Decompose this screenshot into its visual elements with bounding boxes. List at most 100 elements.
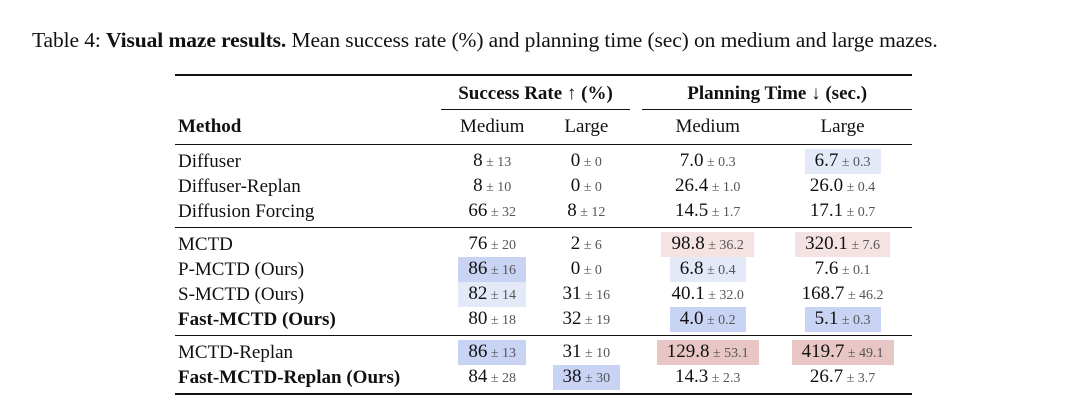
header-sr-large: Large bbox=[564, 116, 609, 137]
mean-value: 8 bbox=[567, 200, 577, 221]
mean-value: 0 bbox=[570, 150, 581, 171]
cell-sr-large: 31 ± 10 bbox=[557, 340, 617, 365]
mean-value: 14.5 bbox=[674, 200, 709, 221]
std-value: ± 16 bbox=[487, 263, 517, 278]
std-value: ± 46.2 bbox=[844, 288, 884, 303]
std-value: ± 10 bbox=[581, 346, 611, 361]
cell-pt-large: 320.1 ± 7.6 bbox=[795, 232, 890, 257]
std-value: ± 10 bbox=[482, 180, 512, 195]
std-value: ± 0.3 bbox=[703, 155, 736, 170]
std-value: ± 20 bbox=[487, 238, 517, 253]
cell-sr-large: 38 ± 30 bbox=[552, 365, 621, 390]
method-name: P-MCTD (Ours) bbox=[178, 259, 305, 280]
std-value: ± 53.1 bbox=[709, 346, 749, 361]
std-value: ± 1.0 bbox=[708, 180, 741, 195]
cell-pt-large: 17.1 ± 0.7 bbox=[804, 199, 881, 224]
table-caption: Table 4: Visual maze results. Mean succe… bbox=[32, 28, 1072, 53]
header-success-rate: Success Rate ↑ (%) bbox=[441, 76, 630, 110]
cell-pt-large: 6.7 ± 0.3 bbox=[804, 149, 881, 174]
std-value: ± 0 bbox=[580, 180, 602, 195]
cell-sr-medium: 84 ± 28 bbox=[462, 365, 522, 390]
cell-pt-medium: 40.1 ± 32.0 bbox=[665, 282, 749, 307]
mean-value: 6.8 bbox=[679, 258, 704, 279]
std-value: ± 19 bbox=[581, 313, 611, 328]
mean-value: 129.8 bbox=[666, 341, 710, 362]
table-row: MCTD 76 ± 20 2 ± 6 98.8 ± 36.2 320.1 ± 7.6 bbox=[175, 228, 912, 257]
std-value: ± 30 bbox=[581, 371, 611, 386]
header-method: Method bbox=[178, 115, 242, 137]
table-row: Diffusion Forcing 66 ± 32 8 ± 12 14.5 ± 1.7… bbox=[175, 199, 912, 228]
cell-pt-large: 26.0 ± 0.4 bbox=[804, 174, 881, 199]
std-value: ± 2.3 bbox=[708, 371, 741, 386]
std-value: ± 0.7 bbox=[843, 205, 876, 220]
caption-prefix: Table 4: bbox=[32, 28, 101, 52]
header-pt-medium: Medium bbox=[675, 116, 740, 137]
cell-pt-large: 168.7 ± 46.2 bbox=[796, 282, 890, 307]
mean-value: 320.1 bbox=[805, 233, 848, 254]
method-name: MCTD bbox=[178, 234, 233, 255]
cell-sr-large: 8 ± 12 bbox=[561, 199, 611, 224]
mean-value: 31 bbox=[562, 283, 582, 304]
mean-value: 26.0 bbox=[809, 175, 844, 196]
cell-sr-large: 0 ± 0 bbox=[565, 149, 608, 174]
method-name: Diffuser-Replan bbox=[178, 176, 301, 197]
mean-value: 8 bbox=[473, 175, 483, 196]
mean-value: 419.7 bbox=[801, 341, 845, 362]
cell-sr-medium: 66 ± 32 bbox=[462, 199, 522, 224]
cell-sr-medium: 8 ± 10 bbox=[467, 174, 517, 199]
mean-value: 38 bbox=[562, 366, 582, 387]
cell-pt-large: 5.1 ± 0.3 bbox=[804, 307, 881, 332]
std-value: ± 13 bbox=[482, 155, 512, 170]
table-row: MCTD-Replan 86 ± 13 31 ± 10 129.8 ± 53.1 419… bbox=[175, 336, 912, 365]
cell-sr-large: 31 ± 16 bbox=[557, 282, 617, 307]
table-row: Diffuser-Replan 8 ± 10 0 ± 0 26.4 ± 1.0 26.0… bbox=[175, 174, 912, 199]
mean-value: 0 bbox=[570, 175, 581, 196]
cell-sr-medium: 86 ± 13 bbox=[458, 340, 527, 365]
cell-pt-medium: 129.8 ± 53.1 bbox=[656, 340, 759, 365]
header-planning-time: Planning Time ↓ (sec.) bbox=[642, 76, 912, 110]
std-value: ± 28 bbox=[487, 371, 517, 386]
cell-pt-medium: 14.3 ± 2.3 bbox=[669, 365, 746, 390]
mean-value: 86 bbox=[468, 258, 488, 279]
std-value: ± 0.3 bbox=[838, 155, 871, 170]
cell-sr-large: 0 ± 0 bbox=[565, 174, 608, 199]
mean-value: 0 bbox=[570, 258, 581, 279]
cell-sr-large: 0 ± 0 bbox=[565, 257, 608, 282]
method-name: MCTD-Replan bbox=[178, 342, 294, 363]
mean-value: 14.3 bbox=[674, 366, 709, 387]
results-table: Success Rate ↑ (%) Planning Time ↓ (sec.… bbox=[175, 74, 912, 395]
std-value: ± 0.1 bbox=[838, 263, 871, 278]
mean-value: 8 bbox=[473, 150, 483, 171]
method-name: S-MCTD (Ours) bbox=[178, 284, 305, 305]
mean-value: 98.8 bbox=[671, 233, 705, 254]
cell-pt-large: 26.7 ± 3.7 bbox=[804, 365, 881, 390]
cell-pt-medium: 26.4 ± 1.0 bbox=[669, 174, 746, 199]
cell-sr-medium: 80 ± 18 bbox=[462, 307, 522, 332]
method-name: Fast-MCTD-Replan (Ours) bbox=[178, 367, 401, 388]
method-name: Fast-MCTD (Ours) bbox=[178, 309, 336, 330]
cell-pt-medium: 14.5 ± 1.7 bbox=[669, 199, 746, 224]
table-row: P-MCTD (Ours) 86 ± 16 0 ± 0 6.8 ± 0.4 7.6 ± … bbox=[175, 257, 912, 282]
std-value: ± 0 bbox=[580, 263, 602, 278]
mean-value: 168.7 bbox=[801, 283, 845, 304]
caption-bold: Visual maze results. bbox=[106, 28, 287, 52]
header-sr-medium: Medium bbox=[460, 116, 525, 137]
mean-value: 40.1 bbox=[671, 283, 705, 304]
cell-pt-medium: 4.0 ± 0.2 bbox=[669, 307, 746, 332]
std-value: ± 0.4 bbox=[843, 180, 876, 195]
mean-value: 80 bbox=[468, 308, 488, 329]
cell-sr-medium: 76 ± 20 bbox=[462, 232, 522, 257]
table-row: Diffuser 8 ± 13 0 ± 0 7.0 ± 0.3 6.7 ± 0.3 bbox=[175, 145, 912, 174]
cell-sr-large: 2 ± 6 bbox=[565, 232, 608, 257]
std-value: ± 6 bbox=[580, 238, 602, 253]
mean-value: 7.0 bbox=[679, 150, 704, 171]
cell-pt-medium: 98.8 ± 36.2 bbox=[661, 232, 754, 257]
mean-value: 6.7 bbox=[814, 150, 839, 171]
cell-pt-large: 419.7 ± 49.1 bbox=[791, 340, 894, 365]
mean-value: 7.6 bbox=[814, 258, 839, 279]
method-name: Diffuser bbox=[178, 151, 241, 172]
cell-sr-medium: 82 ± 14 bbox=[458, 282, 527, 307]
cell-pt-medium: 7.0 ± 0.3 bbox=[674, 149, 742, 174]
table-row: Fast-MCTD (Ours) 80 ± 18 32 ± 19 4.0 ± 0.2 5… bbox=[175, 307, 912, 336]
mean-value: 86 bbox=[468, 341, 488, 362]
